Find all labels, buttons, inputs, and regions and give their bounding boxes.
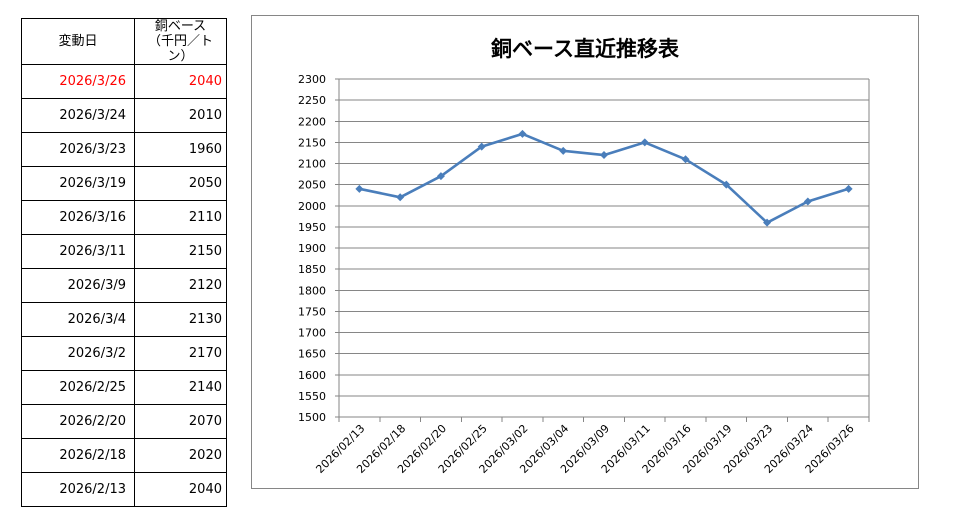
row-date: 2026/3/4 [21,302,135,337]
y-tick-label: 1500 [298,411,326,424]
y-tick-label: 1850 [298,263,326,276]
row-price: 2150 [134,234,227,269]
table-row: 2026/3/23 1960 [21,132,227,167]
header-price: 銅ベース （千円／トン） [134,18,227,65]
y-tick-label: 1950 [298,221,326,234]
row-price: 2110 [134,200,227,235]
y-tick-label: 2250 [298,94,326,107]
chart-area: 銅ベース直近推移表 1500 1550 1600 1650 1700 1750 1800 18… [251,15,919,489]
table-row: 2026/3/24 2010 [21,98,227,133]
y-tick-label: 2000 [298,200,326,213]
line-chart: 1500 1550 1600 1650 1700 1750 1800 1850 1900 1950… [298,73,870,476]
header-price-line1: 銅ベース [154,19,207,34]
y-tick-label: 1600 [298,369,326,382]
y-tick-label: 2050 [298,179,326,192]
series-line [359,132,849,224]
row-price: 2130 [134,302,227,337]
data-point [396,193,405,202]
y-tick-label: 1700 [298,327,326,340]
row-date: 2026/2/20 [21,404,135,439]
y-tick-label: 1800 [298,284,326,297]
row-date: 2026/3/9 [21,268,135,303]
row-price: 2010 [134,98,227,133]
table-row: 2026/3/26 2040 [21,64,227,99]
y-tick-label: 1750 [298,305,326,318]
data-point [844,184,853,193]
row-price: 2040 [134,64,227,99]
row-price: 2120 [134,268,227,303]
row-date: 2026/3/26 [21,64,135,99]
row-price: 2020 [134,438,227,473]
table-body: 2026/3/26 2040 2026/3/24 2010 2026/3/23 1960 2… [21,64,227,507]
y-tick-label: 2100 [298,158,326,171]
data-point [722,180,731,189]
header-date: 変動日 [21,18,135,65]
row-date: 2026/3/23 [21,132,135,167]
row-date: 2026/2/25 [21,370,135,405]
table-row: 2026/3/9 2120 [21,268,227,303]
row-date: 2026/3/2 [21,336,135,371]
table-row: 2026/3/19 2050 [21,166,227,201]
row-price: 2140 [134,370,227,405]
data-point [640,138,649,147]
row-price: 2170 [134,336,227,371]
data-point [436,172,445,181]
data-point [803,197,812,206]
table-row: 2026/3/16 2110 [21,200,227,235]
y-tick-label: 2300 [298,73,326,86]
y-tick-label: 2150 [298,136,326,149]
row-price: 2040 [134,472,227,507]
row-date: 2026/3/16 [21,200,135,235]
row-date: 2026/2/18 [21,438,135,473]
row-price: 2050 [134,166,227,201]
table-row: 2026/3/11 2150 [21,234,227,269]
table-row: 2026/2/25 2140 [21,370,227,405]
data-point [477,142,486,151]
data-point [518,129,527,138]
data-point [600,151,608,160]
y-tick-label: 2200 [298,115,326,128]
row-date: 2026/2/13 [21,472,135,507]
row-price: 1960 [134,132,227,167]
table-row: 2026/2/13 2040 [21,472,227,507]
table-header-row: 変動日 銅ベース （千円／トン） [21,18,227,65]
row-date: 2026/3/11 [21,234,135,269]
table-row: 2026/2/20 2070 [21,404,227,439]
row-date: 2026/3/24 [21,98,135,133]
chart-title: 銅ベース直近推移表 [491,37,679,61]
price-table: 変動日 銅ベース （千円／トン） 2026/3/26 2040 2026/3/24 2… [21,18,227,507]
data-point [559,146,568,155]
table-row: 2026/3/4 2130 [21,302,227,337]
y-tick-label: 1900 [298,242,326,255]
data-point [355,184,364,193]
row-date: 2026/3/19 [21,166,135,201]
y-tick-label: 1550 [298,390,326,403]
table-row: 2026/2/18 2020 [21,438,227,473]
y-tick-label: 1650 [298,348,326,361]
data-point [681,155,690,164]
data-point [763,218,772,227]
header-price-line2: （千円／トン） [147,34,213,64]
table-row: 2026/3/2 2170 [21,336,227,371]
row-price: 2070 [134,404,227,439]
